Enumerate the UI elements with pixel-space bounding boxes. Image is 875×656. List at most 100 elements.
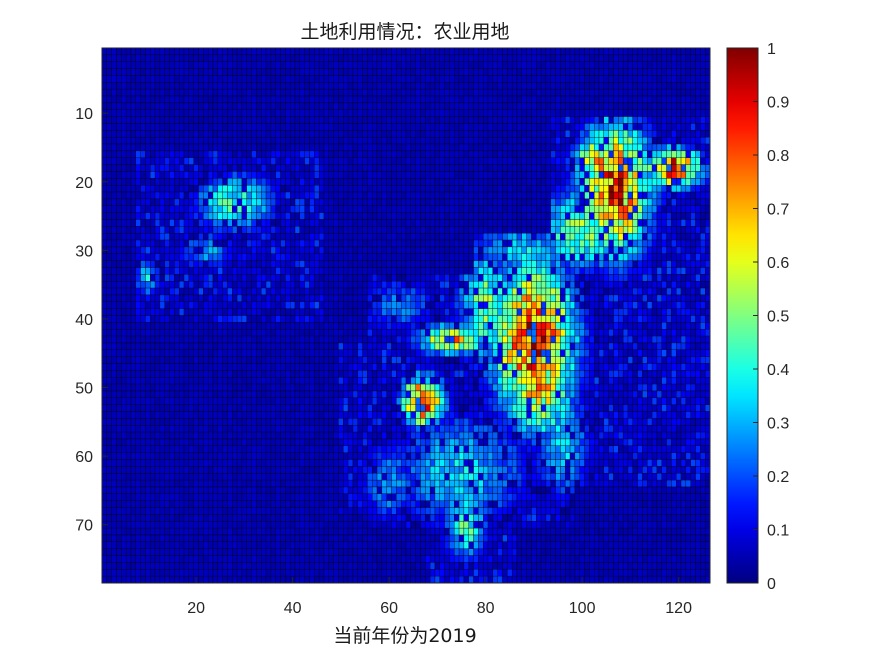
heatmap-cell: [188, 212, 194, 220]
heatmap-cell: [603, 219, 609, 227]
heatmap-cell: [555, 219, 561, 227]
heatmap-cell: [246, 274, 252, 282]
heatmap-cell: [261, 68, 267, 76]
heatmap-cell: [680, 274, 687, 282]
heatmap-cell: [439, 61, 445, 69]
heatmap-cell: [516, 294, 522, 302]
heatmap-cell: [290, 287, 296, 296]
heatmap-cell: [458, 239, 465, 248]
heatmap-cell: [516, 281, 522, 289]
heatmap-cell: [212, 178, 218, 186]
heatmap-cell: [130, 75, 136, 83]
heatmap-cell: [121, 185, 127, 193]
heatmap-cell: [545, 185, 551, 193]
heatmap-cell: [439, 308, 445, 316]
heatmap-cell: [188, 164, 194, 172]
heatmap-cell: [550, 102, 556, 110]
heatmap-cell: [135, 274, 141, 282]
heatmap-cell: [227, 75, 233, 83]
heatmap-cell: [106, 116, 112, 124]
heatmap-cell: [174, 68, 180, 76]
heatmap-cell: [425, 260, 431, 268]
heatmap-cell: [101, 212, 108, 220]
heatmap-cell: [685, 219, 691, 227]
heatmap-cell: [338, 198, 344, 206]
heatmap-cell: [352, 178, 358, 186]
heatmap-cell: [111, 82, 117, 90]
heatmap-cell: [511, 246, 518, 254]
heatmap-cell: [579, 308, 585, 316]
heatmap-cell: [666, 150, 672, 158]
heatmap-cell: [661, 281, 667, 289]
heatmap-cell: [632, 219, 638, 227]
heatmap-cell: [574, 47, 580, 56]
heatmap-cell: [130, 246, 136, 254]
heatmap-cell: [478, 75, 484, 83]
heatmap-cell: [376, 267, 383, 275]
heatmap-cell: [362, 102, 368, 110]
heatmap-cell: [338, 102, 344, 110]
heatmap-cell: [483, 274, 489, 282]
heatmap-cell: [704, 198, 711, 206]
heatmap-cell: [285, 88, 291, 97]
heatmap-cell: [372, 239, 378, 248]
heatmap-cell: [483, 82, 489, 90]
heatmap-cell: [449, 164, 455, 172]
heatmap-cell: [343, 294, 349, 302]
heatmap-cell: [367, 109, 373, 117]
heatmap-cell: [391, 233, 397, 241]
heatmap-cell: [333, 171, 339, 179]
heatmap-cell: [622, 75, 629, 83]
heatmap-cell: [478, 260, 484, 268]
heatmap-cell: [236, 82, 243, 90]
heatmap-cell: [637, 191, 643, 200]
heatmap-cell: [381, 150, 387, 158]
heatmap-cell: [217, 219, 223, 227]
heatmap-cell: [579, 212, 585, 220]
heatmap-cell: [429, 123, 436, 131]
heatmap-cell: [135, 109, 141, 117]
heatmap-cell: [511, 130, 518, 138]
heatmap-cell: [376, 164, 383, 172]
heatmap-cell: [545, 54, 551, 62]
heatmap-cell: [352, 95, 358, 104]
heatmap-cell: [632, 274, 638, 282]
heatmap-cell: [680, 75, 687, 83]
heatmap-cell: [420, 219, 426, 227]
heatmap-cell: [101, 219, 108, 227]
heatmap-cell: [497, 233, 503, 241]
heatmap-cell: [217, 150, 223, 158]
heatmap-cell: [256, 239, 262, 248]
heatmap-cell: [212, 267, 218, 275]
heatmap-cell: [241, 102, 247, 110]
heatmap-cell: [188, 143, 194, 152]
heatmap-cell: [111, 54, 117, 62]
heatmap-cell: [507, 102, 513, 110]
heatmap-cell: [270, 68, 276, 76]
heatmap-cell: [261, 308, 267, 316]
heatmap-cell: [584, 191, 590, 200]
heatmap-cell: [106, 287, 112, 296]
heatmap-cell: [497, 185, 503, 193]
heatmap-cell: [618, 191, 624, 200]
heatmap-cell: [700, 143, 706, 152]
heatmap-cell: [391, 246, 397, 254]
heatmap-cell: [338, 150, 344, 158]
heatmap-cell: [410, 226, 416, 234]
heatmap-cell: [507, 61, 513, 69]
heatmap-cell: [685, 150, 691, 158]
heatmap-cell: [154, 246, 161, 254]
heatmap-cell: [212, 157, 218, 165]
heatmap-cell: [270, 253, 276, 261]
heatmap-cell: [357, 157, 363, 165]
heatmap-cell: [207, 301, 214, 309]
heatmap-cell: [458, 219, 465, 227]
heatmap-cell: [314, 191, 320, 200]
heatmap-cell: [676, 308, 682, 316]
heatmap-cell: [135, 233, 141, 241]
heatmap-cell: [511, 260, 518, 268]
heatmap-cell: [521, 54, 527, 62]
heatmap-cell: [106, 281, 112, 289]
heatmap-cell: [526, 47, 532, 56]
heatmap-cell: [241, 212, 247, 220]
